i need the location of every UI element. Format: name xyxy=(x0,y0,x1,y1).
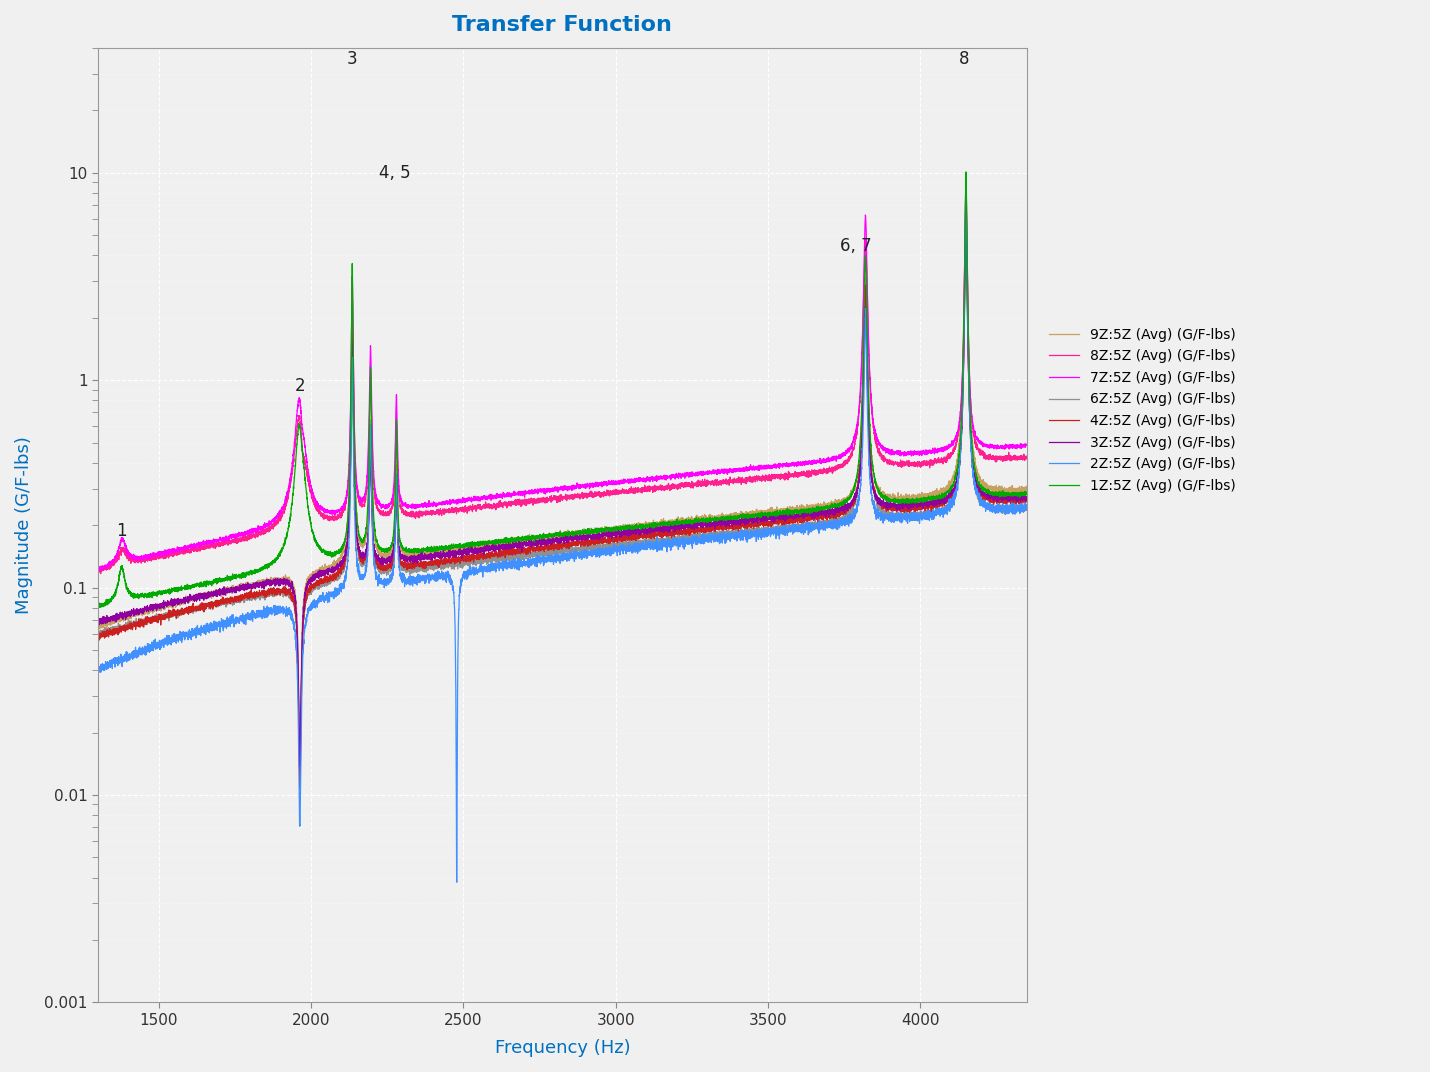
4Z:5Z (Avg) (G/F-lbs) xyxy=(957,204,974,217)
7Z:5Z (Avg) (G/F-lbs) xyxy=(90,564,107,577)
7Z:5Z (Avg) (G/F-lbs) xyxy=(778,457,795,470)
1Z:5Z (Avg) (G/F-lbs) xyxy=(89,599,106,612)
6Z:5Z (Avg) (G/F-lbs) xyxy=(426,562,443,575)
Text: 8: 8 xyxy=(960,49,970,68)
4Z:5Z (Avg) (G/F-lbs) xyxy=(828,508,845,521)
7Z:5Z (Avg) (G/F-lbs) xyxy=(958,170,975,183)
1Z:5Z (Avg) (G/F-lbs) xyxy=(136,590,153,602)
4Z:5Z (Avg) (G/F-lbs) xyxy=(136,615,153,628)
4Z:5Z (Avg) (G/F-lbs) xyxy=(426,557,443,570)
2Z:5Z (Avg) (G/F-lbs) xyxy=(679,532,696,545)
6Z:5Z (Avg) (G/F-lbs) xyxy=(136,612,153,625)
3Z:5Z (Avg) (G/F-lbs) xyxy=(292,760,309,773)
7Z:5Z (Avg) (G/F-lbs) xyxy=(828,455,845,467)
8Z:5Z (Avg) (G/F-lbs) xyxy=(639,483,656,496)
4Z:5Z (Avg) (G/F-lbs) xyxy=(639,531,656,544)
2Z:5Z (Avg) (G/F-lbs) xyxy=(828,522,845,535)
Line: 6Z:5Z (Avg) (G/F-lbs): 6Z:5Z (Avg) (G/F-lbs) xyxy=(97,217,1027,775)
3Z:5Z (Avg) (G/F-lbs) xyxy=(426,547,443,560)
1Z:5Z (Avg) (G/F-lbs) xyxy=(90,601,107,614)
9Z:5Z (Avg) (G/F-lbs) xyxy=(639,518,656,531)
9Z:5Z (Avg) (G/F-lbs) xyxy=(89,619,106,631)
Line: 4Z:5Z (Avg) (G/F-lbs): 4Z:5Z (Avg) (G/F-lbs) xyxy=(97,210,1027,788)
9Z:5Z (Avg) (G/F-lbs) xyxy=(136,606,153,619)
6Z:5Z (Avg) (G/F-lbs) xyxy=(958,210,975,223)
6Z:5Z (Avg) (G/F-lbs) xyxy=(679,530,696,542)
6Z:5Z (Avg) (G/F-lbs) xyxy=(828,516,845,528)
7Z:5Z (Avg) (G/F-lbs) xyxy=(1018,438,1035,451)
8Z:5Z (Avg) (G/F-lbs) xyxy=(828,462,845,475)
8Z:5Z (Avg) (G/F-lbs) xyxy=(136,553,153,566)
Title: Transfer Function: Transfer Function xyxy=(452,15,672,35)
1Z:5Z (Avg) (G/F-lbs) xyxy=(958,165,975,178)
6Z:5Z (Avg) (G/F-lbs) xyxy=(639,536,656,549)
6Z:5Z (Avg) (G/F-lbs) xyxy=(778,522,795,535)
9Z:5Z (Avg) (G/F-lbs) xyxy=(1018,480,1035,493)
3Z:5Z (Avg) (G/F-lbs) xyxy=(639,524,656,537)
Line: 9Z:5Z (Avg) (G/F-lbs): 9Z:5Z (Avg) (G/F-lbs) xyxy=(97,200,1027,773)
3Z:5Z (Avg) (G/F-lbs) xyxy=(136,600,153,613)
Line: 2Z:5Z (Avg) (G/F-lbs): 2Z:5Z (Avg) (G/F-lbs) xyxy=(97,190,1027,882)
3Z:5Z (Avg) (G/F-lbs) xyxy=(957,219,974,232)
7Z:5Z (Avg) (G/F-lbs) xyxy=(639,472,656,485)
1Z:5Z (Avg) (G/F-lbs) xyxy=(1018,486,1035,498)
9Z:5Z (Avg) (G/F-lbs) xyxy=(958,194,975,207)
3Z:5Z (Avg) (G/F-lbs) xyxy=(828,503,845,516)
8Z:5Z (Avg) (G/F-lbs) xyxy=(426,507,443,520)
Text: 3: 3 xyxy=(347,49,358,68)
6Z:5Z (Avg) (G/F-lbs) xyxy=(1018,501,1035,513)
7Z:5Z (Avg) (G/F-lbs) xyxy=(426,497,443,510)
9Z:5Z (Avg) (G/F-lbs) xyxy=(828,501,845,513)
4Z:5Z (Avg) (G/F-lbs) xyxy=(292,781,309,794)
Line: 3Z:5Z (Avg) (G/F-lbs): 3Z:5Z (Avg) (G/F-lbs) xyxy=(97,225,1027,766)
2Z:5Z (Avg) (G/F-lbs) xyxy=(136,644,153,657)
X-axis label: Frequency (Hz): Frequency (Hz) xyxy=(495,1039,631,1057)
Text: 1: 1 xyxy=(116,522,127,539)
2Z:5Z (Avg) (G/F-lbs) xyxy=(448,876,465,889)
4Z:5Z (Avg) (G/F-lbs) xyxy=(679,526,696,539)
8Z:5Z (Avg) (G/F-lbs) xyxy=(1018,450,1035,463)
Line: 1Z:5Z (Avg) (G/F-lbs): 1Z:5Z (Avg) (G/F-lbs) xyxy=(97,172,1027,608)
2Z:5Z (Avg) (G/F-lbs) xyxy=(1018,500,1035,512)
Line: 8Z:5Z (Avg) (G/F-lbs): 8Z:5Z (Avg) (G/F-lbs) xyxy=(97,189,1027,574)
9Z:5Z (Avg) (G/F-lbs) xyxy=(426,542,443,555)
3Z:5Z (Avg) (G/F-lbs) xyxy=(1018,493,1035,506)
1Z:5Z (Avg) (G/F-lbs) xyxy=(778,506,795,519)
9Z:5Z (Avg) (G/F-lbs) xyxy=(778,505,795,518)
7Z:5Z (Avg) (G/F-lbs) xyxy=(89,563,106,576)
4Z:5Z (Avg) (G/F-lbs) xyxy=(89,629,106,642)
8Z:5Z (Avg) (G/F-lbs) xyxy=(92,567,109,580)
9Z:5Z (Avg) (G/F-lbs) xyxy=(679,516,696,528)
1Z:5Z (Avg) (G/F-lbs) xyxy=(639,519,656,532)
1Z:5Z (Avg) (G/F-lbs) xyxy=(426,541,443,554)
Text: 2: 2 xyxy=(295,376,305,394)
1Z:5Z (Avg) (G/F-lbs) xyxy=(828,498,845,511)
2Z:5Z (Avg) (G/F-lbs) xyxy=(639,539,656,552)
1Z:5Z (Avg) (G/F-lbs) xyxy=(679,515,696,527)
Legend: 9Z:5Z (Avg) (G/F-lbs), 8Z:5Z (Avg) (G/F-lbs), 7Z:5Z (Avg) (G/F-lbs), 6Z:5Z (Avg): 9Z:5Z (Avg) (G/F-lbs), 8Z:5Z (Avg) (G/F-… xyxy=(1042,322,1241,498)
6Z:5Z (Avg) (G/F-lbs) xyxy=(89,628,106,641)
2Z:5Z (Avg) (G/F-lbs) xyxy=(958,183,975,196)
9Z:5Z (Avg) (G/F-lbs) xyxy=(292,766,309,779)
Y-axis label: Magnitude (G/F-lbs): Magnitude (G/F-lbs) xyxy=(14,436,33,614)
3Z:5Z (Avg) (G/F-lbs) xyxy=(778,507,795,520)
6Z:5Z (Avg) (G/F-lbs) xyxy=(292,769,309,781)
Line: 7Z:5Z (Avg) (G/F-lbs): 7Z:5Z (Avg) (G/F-lbs) xyxy=(97,177,1027,570)
4Z:5Z (Avg) (G/F-lbs) xyxy=(1018,493,1035,506)
2Z:5Z (Avg) (G/F-lbs) xyxy=(426,568,443,581)
3Z:5Z (Avg) (G/F-lbs) xyxy=(679,516,696,528)
8Z:5Z (Avg) (G/F-lbs) xyxy=(957,182,974,195)
7Z:5Z (Avg) (G/F-lbs) xyxy=(136,549,153,562)
8Z:5Z (Avg) (G/F-lbs) xyxy=(679,480,696,493)
8Z:5Z (Avg) (G/F-lbs) xyxy=(778,472,795,485)
3Z:5Z (Avg) (G/F-lbs) xyxy=(89,616,106,629)
Text: 4, 5: 4, 5 xyxy=(379,164,410,182)
2Z:5Z (Avg) (G/F-lbs) xyxy=(89,662,106,675)
2Z:5Z (Avg) (G/F-lbs) xyxy=(778,525,795,538)
Text: 6, 7: 6, 7 xyxy=(841,237,872,255)
4Z:5Z (Avg) (G/F-lbs) xyxy=(778,512,795,525)
8Z:5Z (Avg) (G/F-lbs) xyxy=(89,564,106,577)
7Z:5Z (Avg) (G/F-lbs) xyxy=(679,468,696,481)
